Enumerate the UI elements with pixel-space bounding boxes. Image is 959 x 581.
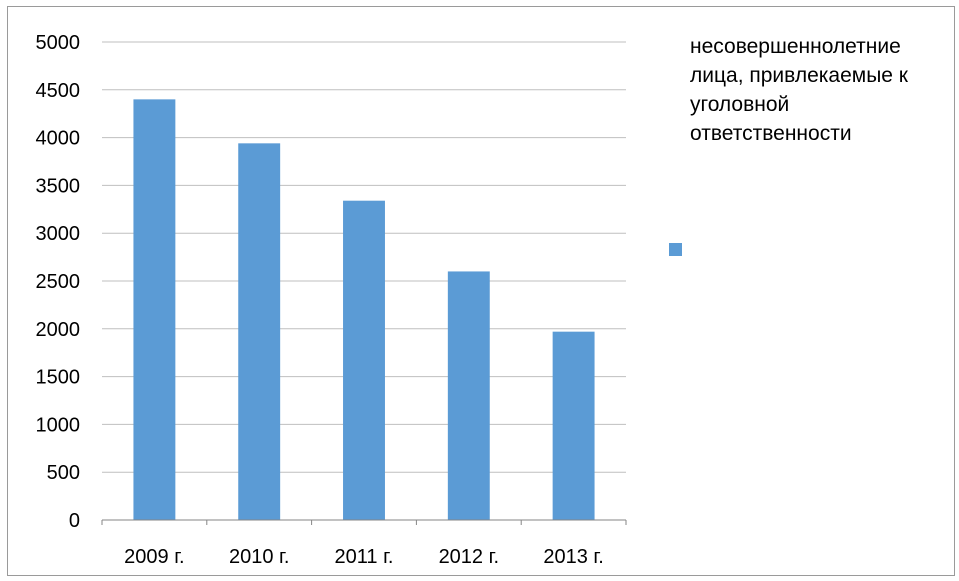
y-tick-label: 3500	[36, 175, 81, 197]
bars	[133, 99, 595, 521]
legend: несовершеннолетние лица, привлекаемые к …	[690, 32, 950, 148]
y-tick-label: 5000	[36, 32, 81, 54]
legend-series-name: несовершеннолетние лица, привлекаемые к …	[690, 35, 908, 145]
y-tick-label: 4000	[36, 128, 81, 150]
y-tick-label: 1000	[36, 414, 81, 436]
bar	[133, 99, 176, 521]
y-tick-label: 2500	[36, 271, 81, 293]
legend-swatch	[669, 243, 682, 256]
bar	[552, 331, 595, 520]
bar	[238, 143, 281, 520]
x-category-label: 2012 г.	[439, 546, 499, 568]
x-axis	[101, 519, 627, 525]
x-category-label: 2011 г.	[335, 546, 394, 568]
x-axis-category-labels: 2009 г. 2010 г. 2011 г. 2012 г. 2013 г.	[124, 546, 604, 568]
y-axis-tick-labels: 0 500 1000 1500 2000 2500 3000 3500 4000 4500 5000	[36, 32, 81, 532]
y-tick-label: 1500	[36, 367, 81, 389]
x-category-label: 2009 г.	[124, 546, 184, 568]
bar	[447, 271, 490, 520]
x-category-label: 2013 г.	[543, 546, 603, 568]
y-tick-label: 500	[47, 462, 80, 484]
x-category-label: 2010 г.	[229, 546, 289, 568]
y-tick-label: 0	[69, 510, 80, 532]
y-tick-label: 2000	[36, 319, 81, 341]
bar	[343, 200, 385, 521]
y-tick-label: 4500	[36, 80, 81, 102]
y-tick-label: 3000	[36, 223, 81, 245]
gridlines	[102, 41, 626, 473]
